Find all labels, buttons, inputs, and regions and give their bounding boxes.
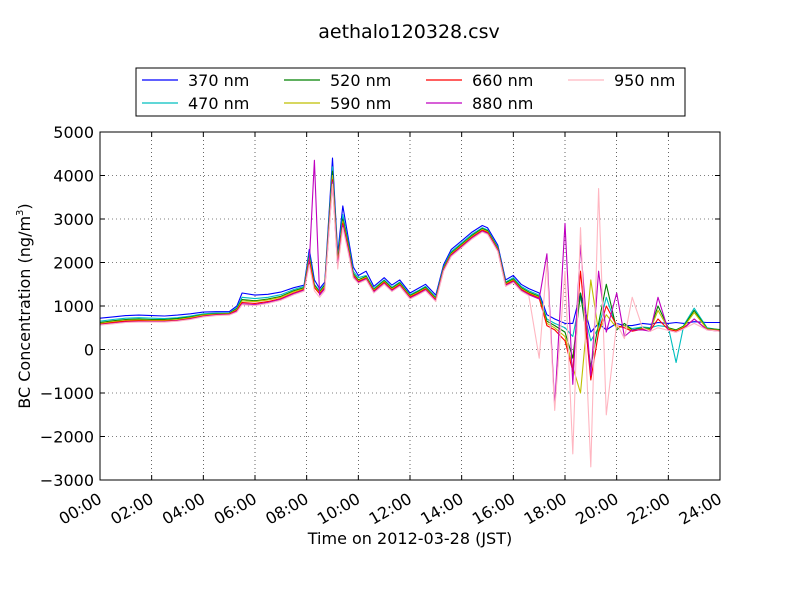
x-tick-label: 10:00 [314,489,363,529]
legend-label: 590 nm [330,94,391,113]
y-tick-label: −2000 [40,428,94,447]
y-tick-label: 5000 [53,123,94,142]
y-axis-label-tail: ) [15,203,34,209]
y-axis-label: BC Concentration (ng/m3) [15,203,34,408]
legend-label: 370 nm [188,71,249,90]
x-tick-label: 20:00 [572,489,621,529]
series-line-880-nm [100,159,720,407]
x-tick-label: 04:00 [159,489,208,529]
x-tick-label: 18:00 [521,489,570,529]
y-axis-label-superscript: 3 [15,210,26,216]
grid [100,132,720,480]
x-tick-label: 02:00 [107,489,156,529]
x-tick-label: 22:00 [624,489,673,529]
series-line-950-nm [100,183,720,468]
series-line-660-nm [100,179,720,381]
chart-title: aethalo120328.csv [318,21,500,43]
legend-label: 880 nm [472,94,533,113]
y-tick-labels: −3000 −2000 −1000 0 1000 2000 3000 4000 5000 [40,123,94,490]
legend-box [135,67,686,117]
x-tick-label: 06:00 [211,489,260,529]
legend-label: 660 nm [472,71,533,90]
x-tick-label: 12:00 [366,489,415,529]
x-tick-labels: 00:00 02:00 04:00 06:00 08:00 10:00 12:00 14:00… [56,489,725,529]
x-tick-label: 14:00 [417,489,466,529]
legend-label: 950 nm [614,71,675,90]
series-line-470-nm [100,166,720,364]
legend-label: 470 nm [188,94,249,113]
y-tick-label: −3000 [40,471,94,490]
x-axis-label: Time on 2012-03-28 (JST) [307,529,512,548]
axis-ticks [99,131,721,481]
y-tick-label: 2000 [53,254,94,273]
y-tick-label: −1000 [40,384,94,403]
series-lines [100,157,720,468]
x-tick-label: 16:00 [469,489,518,529]
x-tick-label: 00:00 [56,489,105,529]
y-tick-label: 1000 [53,297,94,316]
series-line-590-nm [100,174,720,394]
legend-label: 520 nm [330,71,391,90]
x-tick-label: 24:00 [676,489,725,529]
y-tick-label: 4000 [53,167,94,186]
y-tick-label: 0 [84,341,94,360]
y-axis-label-main: BC Concentration (ng/m [15,216,34,409]
y-tick-label: 3000 [53,210,94,229]
series-line-370-nm [100,157,720,333]
x-tick-label: 08:00 [262,489,311,529]
legend: 370 nm 470 nm 520 nm 590 nm 660 nm 880 nm 950 … [142,71,675,113]
